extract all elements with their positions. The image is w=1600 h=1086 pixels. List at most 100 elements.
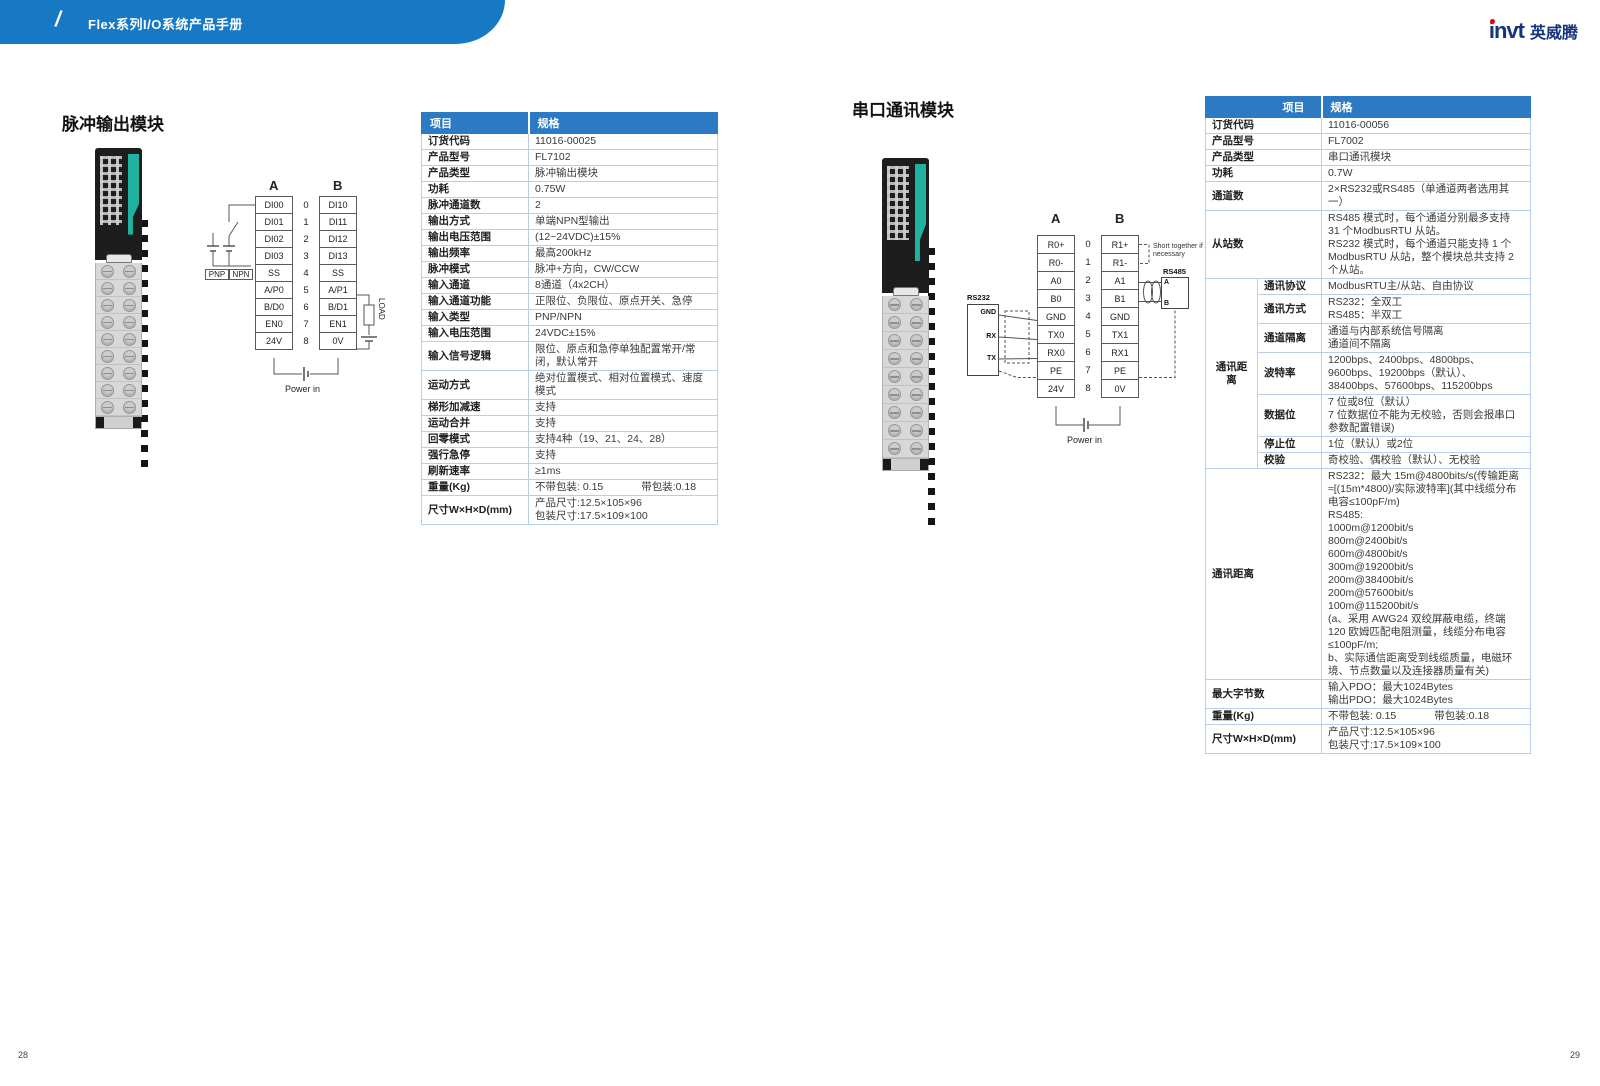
terminal-b: RX1 [1101,343,1139,362]
rs232-label: RS232 [967,293,990,302]
table-row: 重量(Kg) 不带包装: 0.15 带包装:0.18 [1205,708,1531,725]
terminal-number: 6 [303,301,309,313]
serial-spec-table: 项目 规格 订货代码 11016-00056 产品型号 FL7002 产品类型 … [1205,96,1531,754]
terminal-b: R1+ [1101,235,1139,254]
spec-value: 0.7W [1321,165,1531,182]
comm-group: 通讯距离 通讯协议 ModbusRTU主/从站、自由协议 通讯方式 RS232：… [1205,278,1531,469]
terminal-b: B/D1 [319,298,357,316]
rs232-pin-tx: TX [987,355,996,362]
terminal-a: B/D0 [255,298,293,316]
module-terminal-body [882,296,929,459]
spec-item: 通道隔离 [1257,323,1322,353]
spec-item: 订货代码 [421,133,529,150]
table-row: 订货代码 11016-00025 [421,133,718,150]
terminal-row: 24V 8 0V [255,332,357,350]
terminal-a: R0+ [1037,235,1075,254]
table-row: 功耗 0.7W [1205,165,1531,182]
spec-header: 规格 [1320,96,1531,118]
terminal-a: R0- [1037,253,1075,272]
terminal-row: EN0 7 EN1 [255,315,357,333]
table-row: 数据位 7 位或8位（默认） 7 位数据位不能为无校验，否则会报串口参数配置错误… [1206,394,1531,437]
module-led-grid [887,166,909,241]
table-row: 功耗 0.75W [421,181,718,198]
terminal-number: 0 [1085,239,1091,250]
terminal-number: 7 [303,318,309,330]
spec-value: RS485 模式时，每个通道分别最多支持 31 个ModbusRTU 从站。 R… [1321,210,1531,279]
table-row: 刷新速率 ≥1ms [421,463,718,480]
spec-value: 最高200kHz [528,245,718,262]
spec-item: 输入通道功能 [421,293,529,310]
module-foot [882,459,929,471]
top-banner: / Flex系列I/O系统产品手册 [0,0,505,44]
table-row: 尺寸W×H×D(mm) 产品尺寸:12.5×105×96 包装尺寸:17.5×1… [421,495,718,525]
spec-value: 2 [528,197,718,214]
serial-terminal-grid: R0+ 0 R1+ R0- 1 R1- A0 2 A1 B0 [1037,235,1139,398]
spec-item: 尺寸W×H×D(mm) [421,495,529,525]
table-row: 梯形加减速 支持 [421,399,718,416]
terminal-a: GND [1037,307,1075,326]
spec-value: 奇校验、偶校验（默认）、无校验 [1321,452,1531,469]
spec-value: PNP/NPN [528,309,718,326]
rs485-pin-a: A [1164,279,1170,286]
terminal-a: B0 [1037,289,1075,308]
spec-value: 正限位、负限位、原点开关、急停 [528,293,718,310]
terminal-b: EN1 [319,315,357,333]
table-row: 订货代码 11016-00056 [1205,117,1531,134]
load-label: LOAD [377,298,386,320]
terminal-row: DI02 2 DI12 [255,230,357,248]
table-row: 产品类型 串口通讯模块 [1205,149,1531,166]
spec-value: 11016-00056 [1321,117,1531,134]
table-row: 尺寸W×H×D(mm) 产品尺寸:12.5×105×96 包装尺寸:17.5×1… [1205,724,1531,754]
column-a-header: A [269,178,279,193]
spec-value: 支持 [528,447,718,464]
table-row: 产品型号 FL7102 [421,149,718,166]
terminal-b: DI11 [319,213,357,231]
terminal-number: 4 [303,267,309,279]
terminal-b: B1 [1101,289,1139,308]
module-teal-stripe [128,154,139,235]
spec-value: (12~24VDC)±15% [528,229,718,246]
table-row: 输出电压范围 (12~24VDC)±15% [421,229,718,246]
terminal-number: 5 [303,284,309,296]
column-b-header: B [1115,211,1125,226]
terminal-row: DI01 1 DI11 [255,213,357,231]
column-a-header: A [1051,211,1061,226]
table-row: 输入通道 8通道（4x2CH） [421,277,718,294]
spec-value: 8通道（4x2CH） [528,277,718,294]
spec-item: 通讯方式 [1257,294,1322,324]
short-together-note: Short together if necessary [1153,243,1203,258]
page-number-left: 28 [18,1050,29,1060]
terminal-a: A/P0 [255,281,293,299]
terminal-b: DI12 [319,230,357,248]
spec-item: 产品型号 [1205,133,1322,150]
logo-latin: invt [1488,18,1525,43]
spec-item: 通道数 [1205,181,1322,211]
spec-value: 支持4种（19、21、24、28） [528,431,718,448]
table-row: 脉冲通道数 2 [421,197,718,214]
spec-item: 重量(Kg) [1205,708,1322,725]
terminal-number: 4 [1085,311,1091,322]
module-terminal-body [95,263,142,417]
terminal-number: 7 [1085,365,1091,376]
doc-title: Flex系列I/O系统产品手册 [88,17,243,32]
terminal-a: 24V [1037,379,1075,398]
terminal-row: R0- 1 R1- [1037,253,1139,272]
terminal-row: SS 4 SS [255,264,357,282]
terminal-b: SS [319,264,357,282]
spec-value: 1200bps、2400bps、4800bps、9600bps、19200bps… [1321,352,1531,395]
table-row: 重量(Kg) 不带包装: 0.15 带包装:0.18 [421,479,718,496]
spec-item: 运动方式 [421,370,529,400]
terminal-number: 3 [303,250,309,262]
spec-value: ≥1ms [528,463,718,480]
module-head [95,148,142,260]
table-row: 输入类型 PNP/NPN [421,309,718,326]
terminal-number: 0 [303,199,309,211]
table-row: 输入通道功能 正限位、负限位、原点开关、急停 [421,293,718,310]
npn-label: NPN [229,269,253,280]
slash-icon: / [55,8,61,31]
spec-value: 单端NPN型输出 [528,213,718,230]
table-row: 输出频率 最高200kHz [421,245,718,262]
spec-item: 波特率 [1257,352,1322,395]
table-row: 输入电压范围 24VDC±15% [421,325,718,342]
spec-item: 输出方式 [421,213,529,230]
